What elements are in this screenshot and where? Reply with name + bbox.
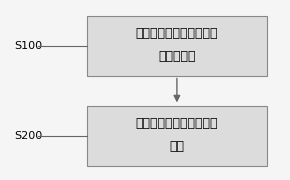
- Text: 分类: 分类: [169, 140, 184, 153]
- FancyBboxPatch shape: [87, 16, 267, 76]
- Text: S100: S100: [14, 41, 43, 51]
- Text: 计算传感器静态观测能力: 计算传感器静态观测能力: [136, 27, 218, 40]
- Text: S200: S200: [14, 131, 43, 141]
- Text: 计算传感器静态观测能力: 计算传感器静态观测能力: [136, 117, 218, 130]
- Text: 主成分得分: 主成分得分: [158, 50, 196, 63]
- FancyBboxPatch shape: [87, 106, 267, 166]
